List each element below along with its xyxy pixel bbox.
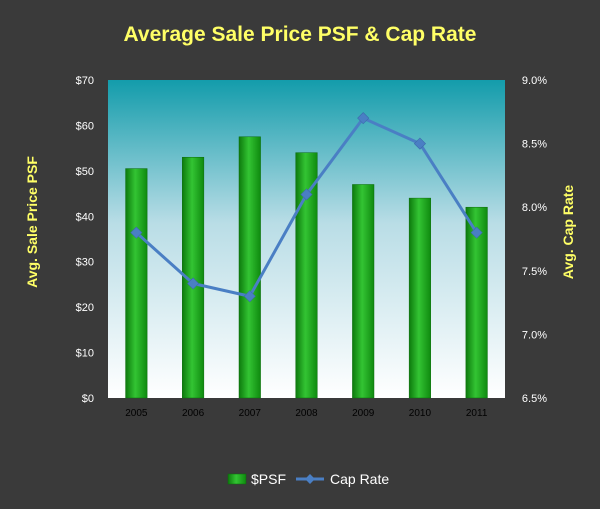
- x-tick-label: 2006: [182, 408, 205, 419]
- cap-rate-point: [413, 137, 426, 150]
- legend-line-marker: [305, 474, 315, 484]
- y-tick-label: $20: [76, 302, 94, 314]
- y-axis-ticks: $0 $10 $20 $30 $40 $50 $60 $70: [76, 75, 94, 405]
- y2-axis-ticks: 6.5% 7.0% 7.5% 8.0% 8.5% 9.0%: [522, 75, 547, 405]
- y-tick-label: $0: [82, 393, 94, 405]
- y-tick-label: $10: [76, 348, 94, 360]
- y-tick-label: $70: [76, 75, 94, 87]
- x-tick-label: 2009: [352, 408, 375, 419]
- cap-rate-point: [243, 290, 256, 303]
- bar: [238, 136, 261, 399]
- cap-rate-point: [357, 112, 370, 125]
- y2-axis-label: Avg. Cap Rate: [560, 185, 576, 280]
- y-tick-label: $40: [76, 211, 94, 223]
- legend-bar-label: $PSF: [251, 471, 286, 487]
- x-tick-label: 2007: [239, 408, 262, 419]
- y-tick-label: $30: [76, 257, 94, 269]
- y2-tick-label: 9.0%: [522, 75, 547, 87]
- x-tick-label: 2008: [295, 408, 318, 419]
- x-tick-label: 2010: [409, 408, 432, 419]
- bar: [295, 152, 318, 399]
- chart-title: Average Sale Price PSF & Cap Rate: [124, 23, 477, 46]
- bar-series: [125, 136, 488, 399]
- line-series: [130, 112, 483, 303]
- bar: [352, 184, 375, 399]
- y2-tick-label: 6.5%: [522, 393, 547, 405]
- cap-rate-point: [470, 226, 483, 239]
- bar: [125, 168, 148, 399]
- y2-tick-label: 8.0%: [522, 202, 547, 214]
- x-tick-label: 2005: [125, 408, 148, 419]
- legend: $PSF Cap Rate: [227, 471, 389, 487]
- bar: [408, 197, 431, 399]
- legend-bar-swatch: [227, 473, 247, 485]
- y2-tick-label: 8.5%: [522, 139, 547, 151]
- x-axis-ticks: 2005 2006 2007 2008 2009 2010 2011: [125, 408, 488, 419]
- x-tick-label: 2011: [466, 408, 488, 419]
- cap-rate-point: [300, 188, 313, 201]
- y-axis-label: Avg. Sale Price PSF: [24, 156, 40, 288]
- y-tick-label: $60: [76, 120, 94, 132]
- bar: [465, 206, 488, 399]
- y2-tick-label: 7.5%: [522, 266, 547, 278]
- cap-rate-point: [187, 277, 200, 290]
- y2-tick-label: 7.0%: [522, 329, 547, 341]
- cap-rate-point: [130, 226, 143, 239]
- legend-line-label: Cap Rate: [330, 471, 389, 487]
- y-tick-label: $50: [76, 166, 94, 178]
